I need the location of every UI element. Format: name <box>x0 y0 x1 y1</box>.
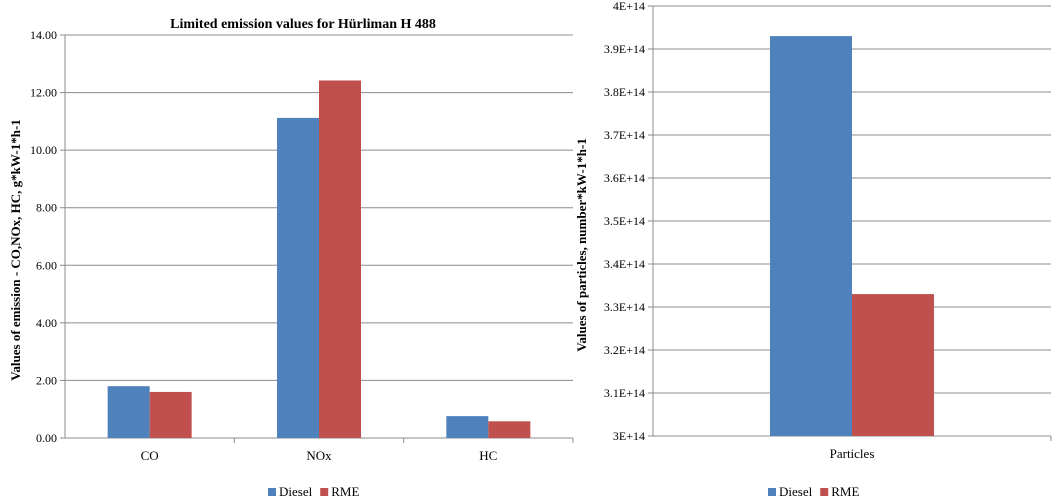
bar-rme-co <box>149 391 192 438</box>
y-tick-label: 6.00 <box>36 258 57 272</box>
legend-swatch-diesel <box>268 488 276 496</box>
y-tick-label: 3.3E+14 <box>604 300 645 314</box>
y-tick-label: 4E+14 <box>613 0 645 13</box>
x-category-label: NOx <box>306 448 332 463</box>
y-tick-label: 12.00 <box>30 86 57 100</box>
y-tick-label: 0.00 <box>36 431 57 445</box>
y-tick-label: 3.9E+14 <box>604 42 645 56</box>
bar-rme-nox <box>319 80 361 438</box>
legend-label-rme: RME <box>331 484 359 499</box>
y-tick-label: 3.1E+14 <box>604 386 645 400</box>
x-category-label: HC <box>479 448 497 463</box>
y-tick-label: 14.00 <box>30 28 57 42</box>
y-tick-label: 3.7E+14 <box>604 128 645 142</box>
legend-swatch-diesel <box>768 488 776 496</box>
chart2-legend: Diesel RME <box>768 484 859 499</box>
limited-emission-chart: Limited emission values for Hürliman H 4… <box>8 17 574 499</box>
y-tick-label: 10.00 <box>30 143 57 157</box>
y-tick-label: 3.6E+14 <box>604 171 645 185</box>
y-tick-label: 2.00 <box>36 373 57 387</box>
chart1-title: Limited emission values for Hürliman H 4… <box>170 17 436 32</box>
y-tick-label: 3E+14 <box>613 429 645 443</box>
bar-diesel-particles <box>770 36 852 436</box>
y-tick-label: 4.00 <box>36 316 57 330</box>
chart1-legend: Diesel RME <box>268 484 359 499</box>
x-category-label: Particles <box>830 446 875 461</box>
bar-diesel-nox <box>277 117 319 438</box>
legend-swatch-rme <box>320 488 329 496</box>
y-tick-label: 3.4E+14 <box>604 257 645 271</box>
bar-rme-hc <box>488 421 531 438</box>
bar-rme-particles <box>852 294 934 436</box>
legend-swatch-rme <box>820 488 829 496</box>
chart2-y-axis-label: Values of particles, number*kW-1*h-1 <box>574 138 589 352</box>
bar-diesel-hc <box>446 416 489 438</box>
bar-diesel-co <box>107 386 150 438</box>
y-tick-label: 3.8E+14 <box>604 85 645 99</box>
x-category-label: CO <box>141 448 159 463</box>
chart1-y-axis-label: Values of emission - CO,NOx, HC, g*kW-1*… <box>8 119 23 381</box>
y-tick-label: 3.2E+14 <box>604 343 645 357</box>
legend-label-diesel: Diesel <box>279 484 313 499</box>
legend-label-rme: RME <box>831 484 859 499</box>
y-tick-label: 8.00 <box>36 201 57 215</box>
particles-chart: Values of particles, number*kW-1*h-1 3E+… <box>574 0 1052 499</box>
legend-label-diesel: Diesel <box>779 484 813 499</box>
y-tick-label: 3.5E+14 <box>604 214 645 228</box>
